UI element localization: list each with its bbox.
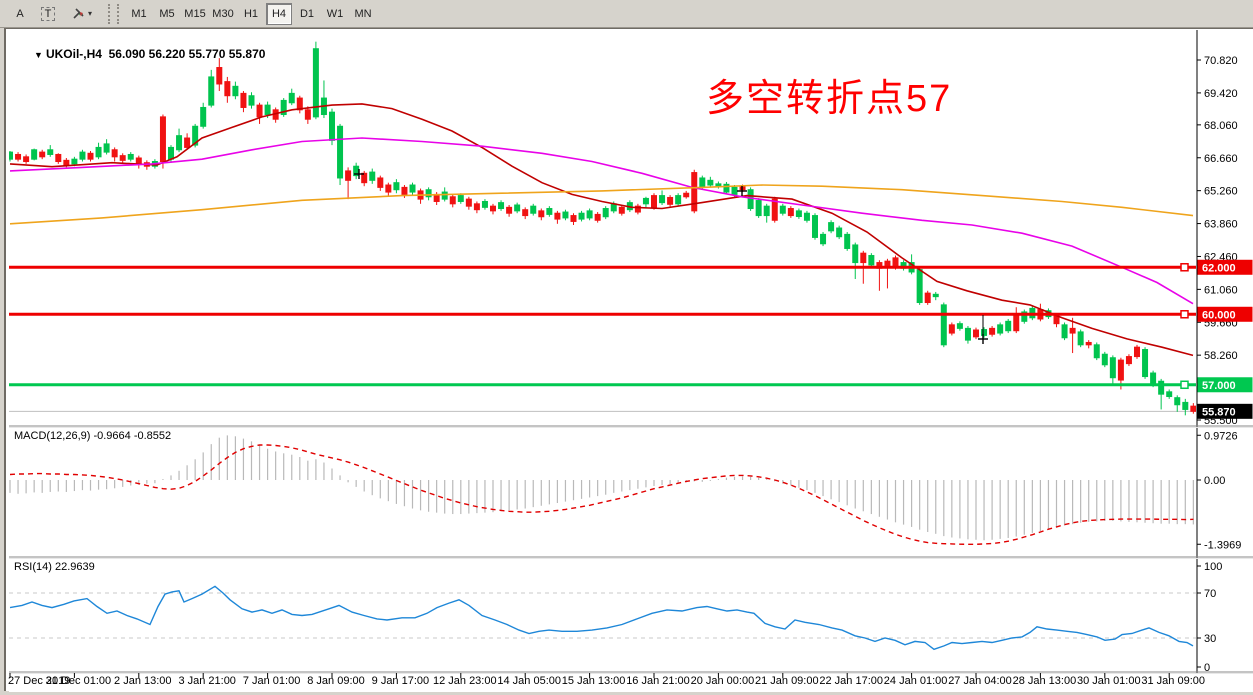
cross-marker (978, 315, 988, 344)
time-label: 24 Jan 01:00 (883, 675, 948, 687)
time-label: 22 Jan 17:00 (819, 675, 883, 687)
rsi-tick-70: 70 (1204, 588, 1216, 600)
time-label: 28 Jan 13:00 (1012, 675, 1077, 687)
time-label: 31 Dec 01:00 (45, 675, 112, 687)
price-tick-63.860: 63.860 (1204, 219, 1238, 231)
hline-handle[interactable] (1180, 310, 1189, 319)
timeframe-button-m15[interactable]: M15 (184, 7, 206, 20)
rsi-tick-0: 0 (1204, 662, 1210, 674)
time-label: 31 Jan 09:00 (1141, 675, 1205, 687)
cross-marker (737, 186, 747, 196)
price-tick-58.260: 58.260 (1204, 350, 1238, 362)
svg-text:55.870: 55.870 (1202, 406, 1236, 418)
time-label: 3 Jan 21:00 (178, 675, 236, 687)
symbol-ohlc-text: UKOil-,H4 56.090 56.220 55.770 55.870 (45, 47, 266, 61)
text-label-tool-button[interactable]: T (35, 3, 61, 25)
timeframe-button-h4[interactable]: H4 (266, 2, 292, 25)
macd-panel[interactable] (9, 435, 1194, 545)
price-badge-57.000 (1197, 377, 1253, 393)
time-label: 2 Jan 13:00 (114, 675, 172, 687)
rsi-indicator-label: RSI(14) 22.9639 (14, 561, 95, 573)
macd-tick-0.9726: 0.9726 (1204, 430, 1238, 442)
price-tick-65.260: 65.260 (1204, 186, 1238, 198)
time-label: 21 Jan 09:00 (754, 675, 819, 687)
rsi-tick-100: 100 (1204, 561, 1222, 573)
price-tick-69.420: 69.420 (1204, 88, 1238, 100)
timeframe-button-m30[interactable]: M30 (212, 7, 234, 20)
timeframe-button-m1[interactable]: M1 (131, 7, 147, 20)
price-badge-62.000 (1197, 259, 1253, 275)
price-panel[interactable] (8, 41, 1197, 416)
time-label: 12 Jan 23:00 (432, 675, 497, 687)
price-badge-60.000 (1197, 306, 1253, 322)
macd-tick--1.3969: -1.3969 (1204, 539, 1241, 551)
symbol-dropdown-icon[interactable]: ▼ (34, 50, 43, 60)
price-axis[interactable]: 70.82069.42068.06066.66065.26063.86062.4… (1197, 55, 1253, 674)
price-tick-66.660: 66.660 (1204, 153, 1238, 165)
ma-fast-line (9, 103, 1194, 357)
font-tool-button[interactable]: A (16, 7, 24, 20)
timeframe-button-d1[interactable]: D1 (299, 7, 315, 20)
svg-text:60.000: 60.000 (1202, 309, 1236, 321)
hline-handle[interactable] (1180, 380, 1189, 390)
time-label: 8 Jan 09:00 (307, 675, 365, 687)
time-label: 15 Jan 13:00 (561, 675, 626, 687)
ma-mid-line (9, 137, 1194, 305)
hline-handle[interactable] (1180, 263, 1189, 272)
rsi-panel[interactable] (9, 585, 1196, 651)
time-label: 14 Jan 05:00 (497, 675, 561, 687)
draw-arrows-icon (73, 8, 84, 19)
rsi-line (9, 585, 1194, 651)
timeframe-button-mn[interactable]: MN (354, 7, 372, 20)
timeframe-button-h1[interactable]: H1 (243, 7, 259, 20)
macd-indicator-label: MACD(12,26,9) -0.9664 -0.8552 (14, 430, 172, 442)
macd-tick-0.00: 0.00 (1204, 475, 1225, 487)
timeframe-button-m5[interactable]: M5 (159, 7, 175, 20)
toolbar-grip[interactable] (108, 3, 119, 24)
time-label: 27 Dec 2019 (8, 675, 71, 687)
time-label: 30 Jan 01:00 (1076, 675, 1141, 687)
cross-marker (354, 169, 364, 179)
time-label: 16 Jan 21:00 (626, 675, 690, 687)
chart-canvas[interactable]: 70.82069.42068.06066.66065.26063.86062.4… (6, 29, 1253, 692)
price-tick-61.060: 61.060 (1204, 284, 1238, 296)
svg-text:57.000: 57.000 (1202, 380, 1236, 392)
time-label: 20 Jan 00:00 (690, 675, 755, 687)
time-label: 27 Jan 04:00 (948, 675, 1012, 687)
current-price-badge (1197, 403, 1253, 419)
symbol-title: ▼ UKOil-,H4 56.090 56.220 55.770 55.870 (14, 33, 265, 75)
timeframe-button-w1[interactable]: W1 (326, 7, 344, 20)
price-tick-68.060: 68.060 (1204, 120, 1238, 132)
chart-annotation-text: 多空转折点57 (706, 78, 953, 120)
ma-slow-line (9, 184, 1194, 225)
price-tick-70.820: 70.820 (1204, 55, 1238, 67)
macd-signal-line (9, 444, 1194, 545)
svg-text:62.000: 62.000 (1202, 262, 1236, 274)
chart-window[interactable]: 70.820 69.420 68.060 66.660 65.260 63.860 62.4… (4, 28, 1253, 692)
draw-tools-button[interactable]: ▾ (63, 3, 101, 25)
rsi-tick-30: 30 (1204, 633, 1216, 645)
chevron-down-icon: ▾ (87, 9, 92, 18)
time-label: 7 Jan 01:00 (242, 675, 301, 687)
time-label: 9 Jan 17:00 (371, 675, 430, 687)
timeframe-bar: M1 M5 M15 M30 H1 H4 D1 W1 MN (125, 2, 377, 25)
